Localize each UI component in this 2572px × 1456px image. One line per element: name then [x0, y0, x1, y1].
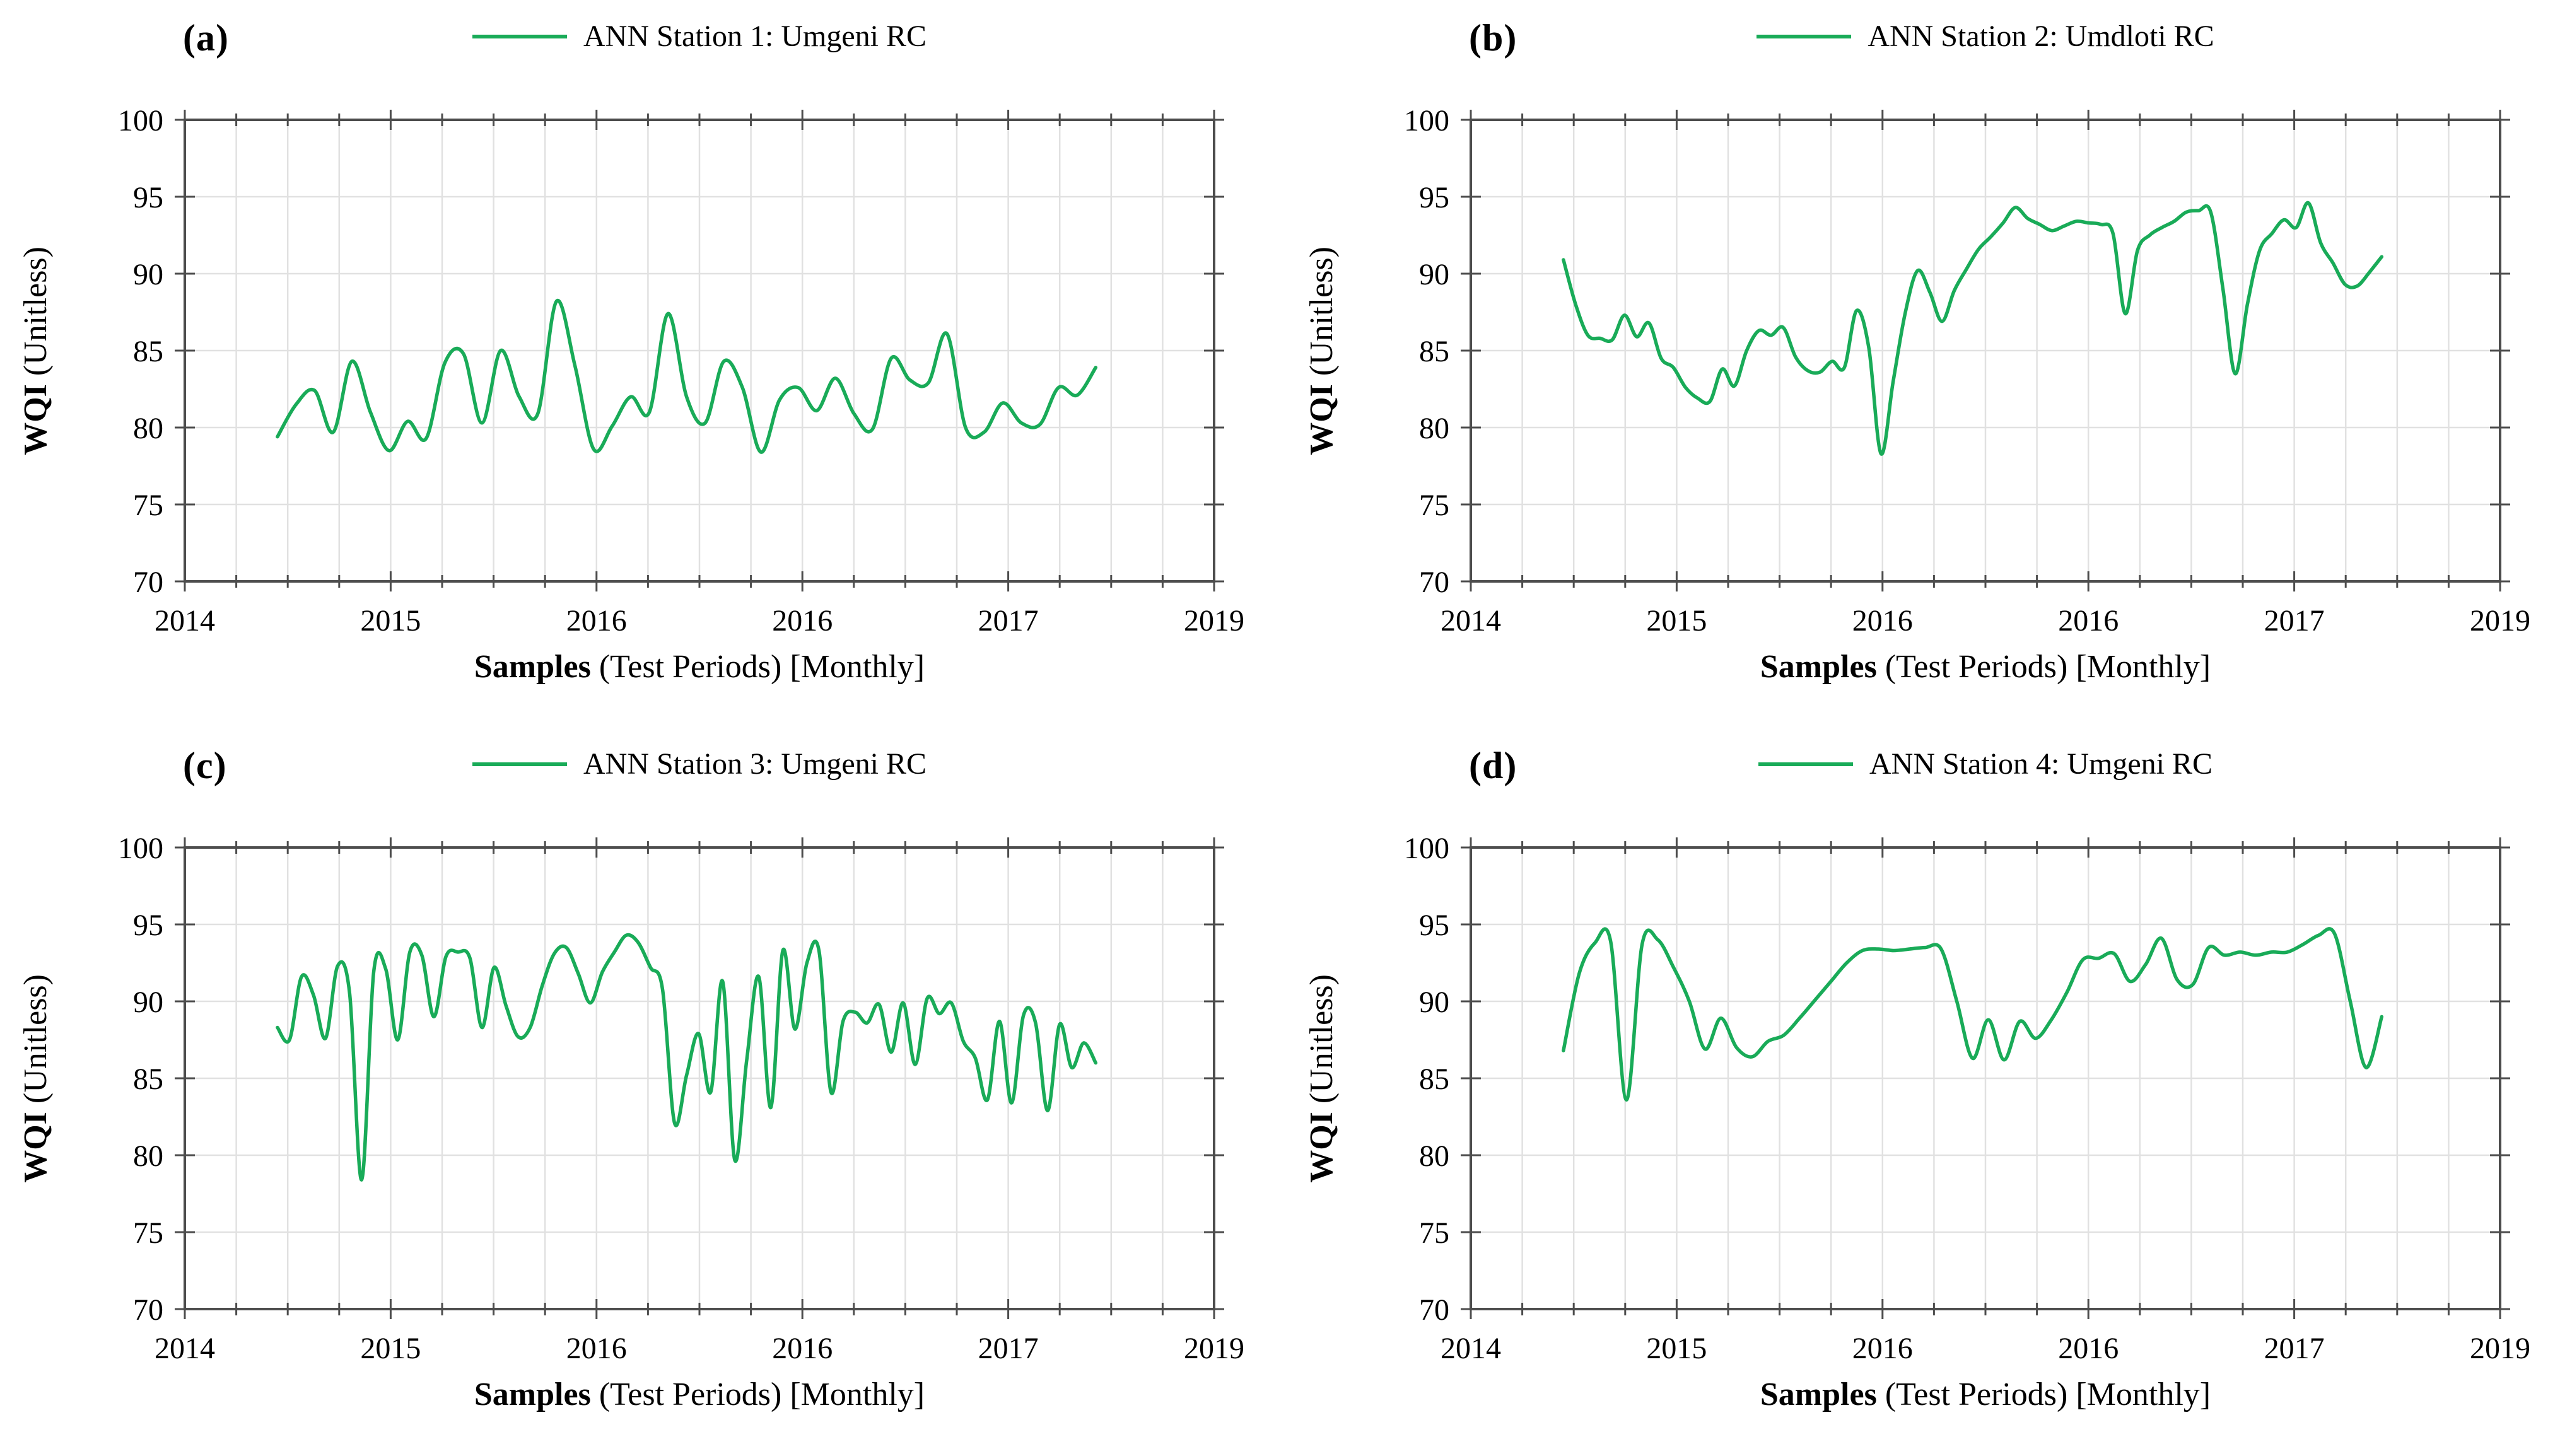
svg-text:90: 90	[1419, 258, 1449, 291]
svg-text:2016: 2016	[1852, 604, 1913, 638]
legend-d: ANN Station 4: Umgeni RC	[1471, 747, 2500, 781]
svg-text:2017: 2017	[2264, 1332, 2325, 1365]
svg-text:75: 75	[133, 1216, 163, 1250]
legend-b: ANN Station 2: Umdloti RC	[1471, 19, 2500, 54]
y-axis-title: WQI (Unitless)	[1303, 974, 1340, 1183]
svg-text:100: 100	[1404, 104, 1449, 137]
svg-text:2014: 2014	[1441, 604, 1501, 638]
svg-text:80: 80	[133, 1139, 163, 1173]
svg-text:2019: 2019	[2470, 1332, 2530, 1365]
svg-text:85: 85	[133, 1063, 163, 1096]
svg-text:75: 75	[1419, 489, 1449, 522]
chart-c-plot: 2014 2015 2016 2016 2017 2019 70 75 80 85 90 95 100	[118, 832, 1244, 1365]
svg-text:80: 80	[133, 412, 163, 445]
legend-label: ANN Station 4: Umgeni RC	[1869, 747, 2213, 781]
panel-d: (d) ANN Station 4: Umgeni RC 2014 2015 201…	[1286, 728, 2572, 1455]
x-axis-title: Samples (Test Periods) [Monthly]	[1760, 1377, 2211, 1412]
svg-text:75: 75	[133, 489, 163, 522]
y-axis-title: WQI (Unitless)	[17, 974, 54, 1183]
svg-text:100: 100	[118, 104, 163, 137]
svg-text:2019: 2019	[1184, 604, 1244, 638]
panel-letter-d: (d)	[1469, 745, 1517, 786]
svg-text:2016: 2016	[2058, 1332, 2119, 1365]
svg-text:90: 90	[133, 986, 163, 1019]
legend-label: ANN Station 1: Umgeni RC	[583, 20, 927, 53]
svg-text:70: 70	[1419, 566, 1449, 599]
svg-text:100: 100	[118, 832, 163, 865]
svg-text:2016: 2016	[772, 604, 833, 638]
svg-text:85: 85	[133, 335, 163, 368]
chart-d-plot: 2014 2015 2016 2016 2017 2019 70 75 80 85 90 95 100	[1404, 832, 2530, 1365]
panel-b: (b) ANN Station 2: Umdloti RC 2014 2015 20…	[1286, 0, 2572, 728]
svg-text:80: 80	[1419, 412, 1449, 445]
svg-text:70: 70	[133, 1293, 163, 1327]
legend-label: ANN Station 2: Umdloti RC	[1868, 20, 2214, 53]
svg-text:80: 80	[1419, 1139, 1449, 1173]
svg-text:2015: 2015	[360, 1332, 421, 1365]
x-axis-title: Samples (Test Periods) [Monthly]	[474, 1377, 925, 1412]
x-axis-title: Samples (Test Periods) [Monthly]	[474, 649, 925, 685]
panel-letter-b: (b)	[1469, 17, 1517, 59]
chart-b-plot: 2014 2015 2016 2016 2017 2019 70 75 80 85 90 95 100	[1404, 104, 2530, 638]
svg-text:2016: 2016	[566, 604, 627, 638]
svg-text:2014: 2014	[155, 1332, 215, 1365]
y-axis-title: WQI (Unitless)	[17, 246, 54, 455]
svg-text:2017: 2017	[978, 1332, 1039, 1365]
legend-line-swatch	[472, 762, 567, 766]
svg-text:90: 90	[133, 258, 163, 291]
svg-text:2015: 2015	[360, 604, 421, 638]
svg-text:90: 90	[1419, 986, 1449, 1019]
svg-text:100: 100	[1404, 832, 1449, 865]
y-axis-title: WQI (Unitless)	[1303, 246, 1340, 455]
svg-text:95: 95	[1419, 181, 1449, 214]
svg-text:95: 95	[133, 909, 163, 942]
legend-a: ANN Station 1: Umgeni RC	[185, 19, 1214, 54]
svg-text:2014: 2014	[155, 604, 215, 638]
svg-text:2015: 2015	[1646, 604, 1707, 638]
svg-text:2017: 2017	[978, 604, 1039, 638]
svg-text:75: 75	[1419, 1216, 1449, 1250]
svg-text:85: 85	[1419, 1063, 1449, 1096]
x-axis-title: Samples (Test Periods) [Monthly]	[1760, 649, 2211, 685]
svg-text:2017: 2017	[2264, 604, 2325, 638]
svg-text:2014: 2014	[1441, 1332, 1501, 1365]
panel-letter-c: (c)	[183, 745, 227, 786]
panel-c: (c) ANN Station 3: Umgeni RC 2014 2015 201…	[0, 728, 1286, 1455]
panel-a: (a) ANN Station 1: Umgeni RC 2014 2015 201…	[0, 0, 1286, 728]
panel-letter-a: (a)	[183, 17, 229, 59]
svg-text:2015: 2015	[1646, 1332, 1707, 1365]
legend-line-swatch	[1758, 762, 1853, 766]
svg-text:2019: 2019	[1184, 1332, 1244, 1365]
svg-text:95: 95	[1419, 909, 1449, 942]
svg-text:2016: 2016	[772, 1332, 833, 1365]
legend-label: ANN Station 3: Umgeni RC	[583, 747, 927, 781]
legend-line-swatch	[472, 34, 567, 38]
svg-text:95: 95	[133, 181, 163, 214]
svg-text:70: 70	[133, 566, 163, 599]
svg-text:70: 70	[1419, 1293, 1449, 1327]
svg-text:2016: 2016	[2058, 604, 2119, 638]
svg-text:2016: 2016	[1852, 1332, 1913, 1365]
chart-a-plot: 2014 2015 2016 2016 2017 2019 70 75 80 85 90 95 100	[118, 104, 1244, 638]
svg-text:85: 85	[1419, 335, 1449, 368]
legend-line-swatch	[1757, 34, 1852, 38]
svg-text:2019: 2019	[2470, 604, 2530, 638]
legend-c: ANN Station 3: Umgeni RC	[185, 747, 1214, 781]
svg-text:2016: 2016	[566, 1332, 627, 1365]
